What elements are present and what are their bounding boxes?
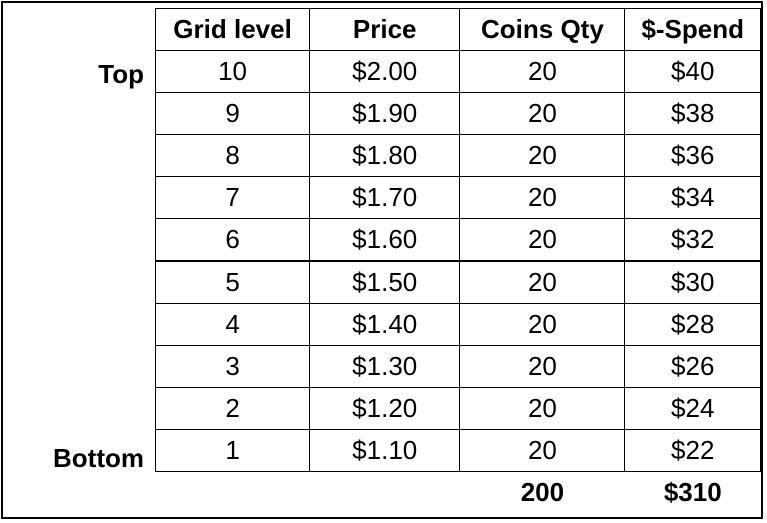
totals-row: 200 $310 — [156, 472, 761, 514]
cell-spend: $34 — [624, 176, 761, 219]
header-grid-level: Grid level — [154, 8, 311, 51]
cell-spend: $26 — [624, 345, 761, 388]
table-row: 5 $1.50 20 $30 — [154, 260, 761, 304]
table-row: 3 $1.30 20 $26 — [154, 345, 761, 388]
cell-price: $1.90 — [309, 92, 461, 135]
cell-level: 7 — [154, 176, 311, 219]
grid-table: Grid level Price Coins Qty $-Spend 10 $2… — [154, 8, 761, 514]
header-coins-qty: Coins Qty — [459, 8, 626, 51]
table-row: 9 $1.90 20 $38 — [154, 92, 761, 135]
cell-level: 10 — [154, 50, 311, 93]
table-row: 7 $1.70 20 $34 — [154, 176, 761, 219]
cell-spend: $28 — [624, 303, 761, 346]
cell-price: $2.00 — [309, 50, 461, 93]
cell-price: $1.10 — [309, 429, 461, 472]
table-row: 8 $1.80 20 $36 — [154, 134, 761, 177]
cell-spend: $30 — [624, 260, 761, 304]
cell-price: $1.30 — [309, 345, 461, 388]
cell-level: 5 — [154, 260, 311, 304]
cell-qty: 20 — [459, 218, 626, 262]
cell-level: 9 — [154, 92, 311, 135]
table-row: 10 $2.00 20 $40 — [154, 50, 761, 93]
cell-price: $1.80 — [309, 134, 461, 177]
cell-qty: 20 — [459, 387, 626, 430]
cell-level: 6 — [154, 218, 311, 262]
cell-qty: 20 — [459, 92, 626, 135]
cell-qty: 20 — [459, 260, 626, 304]
cell-qty: 20 — [459, 134, 626, 177]
cell-price: $1.20 — [309, 387, 461, 430]
cell-level: 2 — [154, 387, 311, 430]
cell-qty: 20 — [459, 345, 626, 388]
cell-level: 3 — [154, 345, 311, 388]
cell-level: 1 — [154, 429, 311, 472]
totals-empty-1 — [156, 472, 310, 514]
total-qty: 200 — [520, 477, 565, 507]
cell-spend: $24 — [624, 387, 761, 430]
row-label-top: Top — [98, 59, 144, 89]
total-spend: $310 — [663, 477, 722, 507]
table-row: 4 $1.40 20 $28 — [154, 303, 761, 346]
cell-qty: 20 — [459, 303, 626, 346]
cell-qty: 20 — [459, 50, 626, 93]
header-row: Grid level Price Coins Qty $-Spend — [154, 8, 761, 51]
cell-price: $1.70 — [309, 176, 461, 219]
cell-spend: $32 — [624, 218, 761, 262]
totals-empty-2 — [310, 472, 460, 514]
table-row: 6 $1.60 20 $32 — [154, 218, 761, 262]
cell-spend: $36 — [624, 134, 761, 177]
cell-spend: $38 — [624, 92, 761, 135]
cell-price: $1.60 — [309, 218, 461, 262]
cell-price: $1.40 — [309, 303, 461, 346]
cell-price: $1.50 — [309, 260, 461, 304]
cell-spend: $40 — [624, 50, 761, 93]
cell-qty: 20 — [459, 176, 626, 219]
table-row: 1 $1.10 20 $22 — [154, 429, 761, 472]
cell-level: 8 — [154, 134, 311, 177]
cell-qty: 20 — [459, 429, 626, 472]
cell-spend: $22 — [624, 429, 761, 472]
cell-level: 4 — [154, 303, 311, 346]
table-row: 2 $1.20 20 $24 — [154, 387, 761, 430]
header-price: Price — [309, 8, 461, 51]
header-spend: $-Spend — [624, 8, 761, 51]
row-label-bottom: Bottom — [53, 443, 144, 473]
